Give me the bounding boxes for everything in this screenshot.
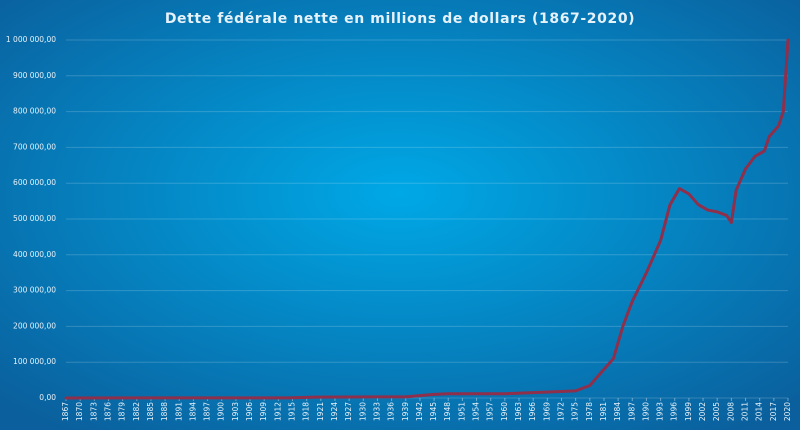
y-tick-label: 800 000,00 [13,107,56,116]
x-tick-label: 2002 [698,402,707,421]
x-tick-label: 1981 [599,402,608,421]
y-tick-label: 900 000,00 [13,71,56,80]
x-tick-label: 1894 [188,402,197,421]
y-tick-label: 500 000,00 [13,214,56,223]
x-tick-label: 2005 [712,402,721,421]
x-tick-label: 1897 [203,402,212,421]
y-tick-label: 200 000,00 [13,321,56,330]
x-tick-label: 1963 [514,402,523,421]
x-tick-label: 1876 [103,402,112,421]
x-tick-label: 1912 [273,402,282,421]
x-tick-label: 1954 [472,402,481,421]
x-tick-label: 1969 [542,402,551,421]
x-tick-label: 2020 [783,402,792,421]
x-tick-label: 1915 [288,402,297,421]
x-tick-label: 1984 [613,402,622,421]
y-tick-label: 1 000 000,00 [6,35,56,44]
x-tick-label: 1960 [500,402,509,421]
y-tick-label: 0,00 [39,393,56,402]
x-tick-label: 1939 [401,402,410,421]
x-tick-label: 1927 [344,402,353,421]
y-tick-label: 400 000,00 [13,250,56,259]
x-tick-label: 1882 [132,402,141,421]
x-tick-label: 1888 [160,402,169,421]
x-tick-label: 1999 [684,402,693,421]
x-tick-label: 1957 [486,402,495,421]
x-tick-label: 1975 [571,402,580,421]
x-tick-label: 1930 [358,402,367,421]
x-tick-label: 1921 [316,402,325,421]
x-tick-label: 1903 [231,402,240,421]
chart-title: Dette fédérale nette en millions de doll… [165,11,635,27]
x-tick-label: 1990 [641,402,650,421]
x-tick-label: 1870 [75,402,84,421]
x-tick-label: 1996 [670,402,679,421]
x-tick-label: 1891 [174,402,183,421]
x-tick-label: 1966 [528,402,537,421]
x-tick-label: 1987 [627,402,636,421]
x-tick-label: 1879 [118,402,127,421]
x-tick-label: 1972 [556,402,565,421]
y-tick-label: 100 000,00 [13,357,56,366]
x-tick-label: 1909 [259,402,268,421]
x-tick-label: 1993 [656,402,665,421]
x-tick-label: 1933 [372,402,381,421]
y-tick-label: 300 000,00 [13,286,56,295]
y-tick-label: 600 000,00 [13,178,56,187]
x-tick-label: 1942 [415,402,424,421]
x-tick-label: 2017 [769,402,778,421]
x-tick-label: 1906 [245,402,254,421]
x-tick-label: 1936 [387,402,396,421]
y-tick-label: 700 000,00 [13,142,56,151]
x-tick-label: 1924 [330,402,339,421]
x-tick-label: 2008 [726,402,735,421]
line [64,38,790,400]
x-tick-label: 1873 [89,402,98,421]
x-tick-label: 1900 [217,402,226,421]
x-tick-label: 1978 [585,402,594,421]
x-tick-label: 2014 [755,402,764,421]
x-tick-label: 1918 [302,402,311,421]
x-tick-label: 1867 [61,402,70,421]
x-tick-label: 2011 [741,402,750,421]
x-tick-label: 1945 [429,402,438,421]
x-tick-label: 1951 [457,402,466,421]
x-tick-label: 1948 [443,402,452,421]
x-tick-label: 1885 [146,402,155,421]
